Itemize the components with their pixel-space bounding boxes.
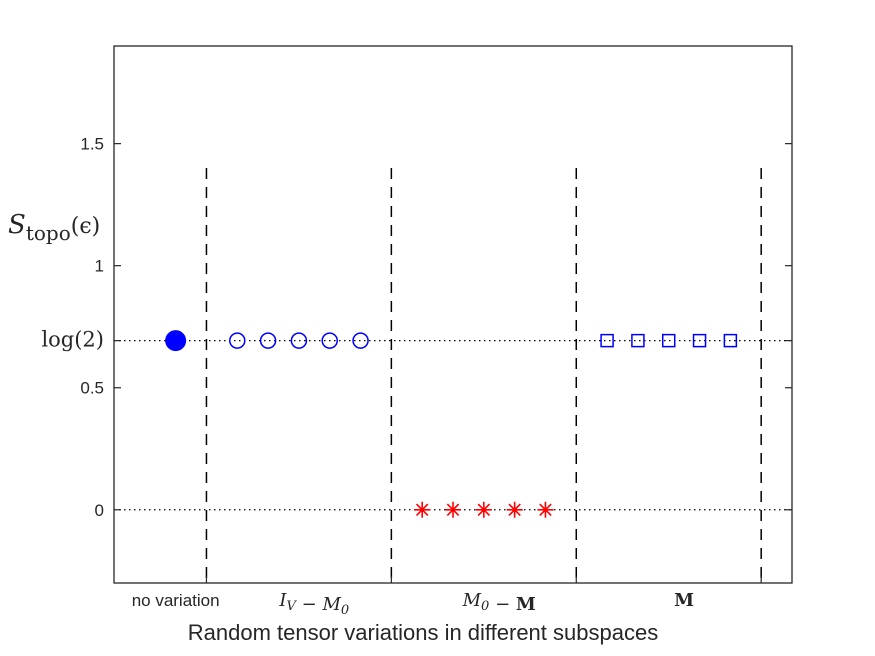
data-point-square-1 [631, 333, 645, 348]
axes-box [113, 45, 793, 584]
data-point-asterisk-1 [445, 501, 461, 518]
plot-area [114, 168, 792, 583]
data-point-filled-circle-0 [165, 330, 187, 352]
data-point-asterisk-0 [414, 501, 431, 518]
y-axis-label-base: S [8, 210, 26, 240]
x-axis-label: Random tensor variations in different su… [188, 620, 658, 645]
data-point-circle-1 [259, 332, 277, 349]
data-point-square-4 [723, 333, 738, 348]
y-tick-label-2: log(2) [41, 328, 104, 352]
data-point-square-0 [600, 333, 614, 348]
y-axis-label-arg: (ϵ) [71, 214, 101, 239]
data-point-square-2 [661, 333, 676, 348]
data-point-asterisk-4 [537, 501, 554, 518]
group-label-2: M0 − M [462, 590, 536, 615]
group-label-3: M [674, 590, 694, 611]
group-label-0: no variation [132, 591, 220, 610]
y-axis-label: Stopo(ϵ) [8, 210, 100, 245]
data-point-asterisk-2 [475, 501, 492, 518]
data-point-asterisk-3 [506, 501, 523, 518]
data-point-circle-0 [229, 332, 246, 349]
axes: 0 0.5 log(2) 1 1.5 no variation IV − M0 M0 − M M [41, 45, 793, 618]
y-axis-label-sub: topo [26, 221, 71, 245]
data-point-circle-4 [352, 332, 369, 349]
y-tick-label-1: 0.5 [80, 379, 104, 398]
data-point-square-3 [692, 333, 707, 348]
data-point-circle-3 [321, 332, 338, 349]
y-tick-label-3: 1 [95, 257, 104, 276]
group-label-1: IV − M0 [278, 590, 349, 618]
y-tick-label-4: 1.5 [80, 135, 104, 154]
y-tick-label-0: 0 [95, 501, 104, 520]
data-point-circle-2 [290, 332, 308, 349]
